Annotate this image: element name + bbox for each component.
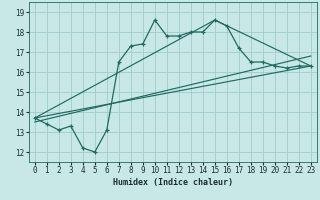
X-axis label: Humidex (Indice chaleur): Humidex (Indice chaleur) [113,178,233,187]
